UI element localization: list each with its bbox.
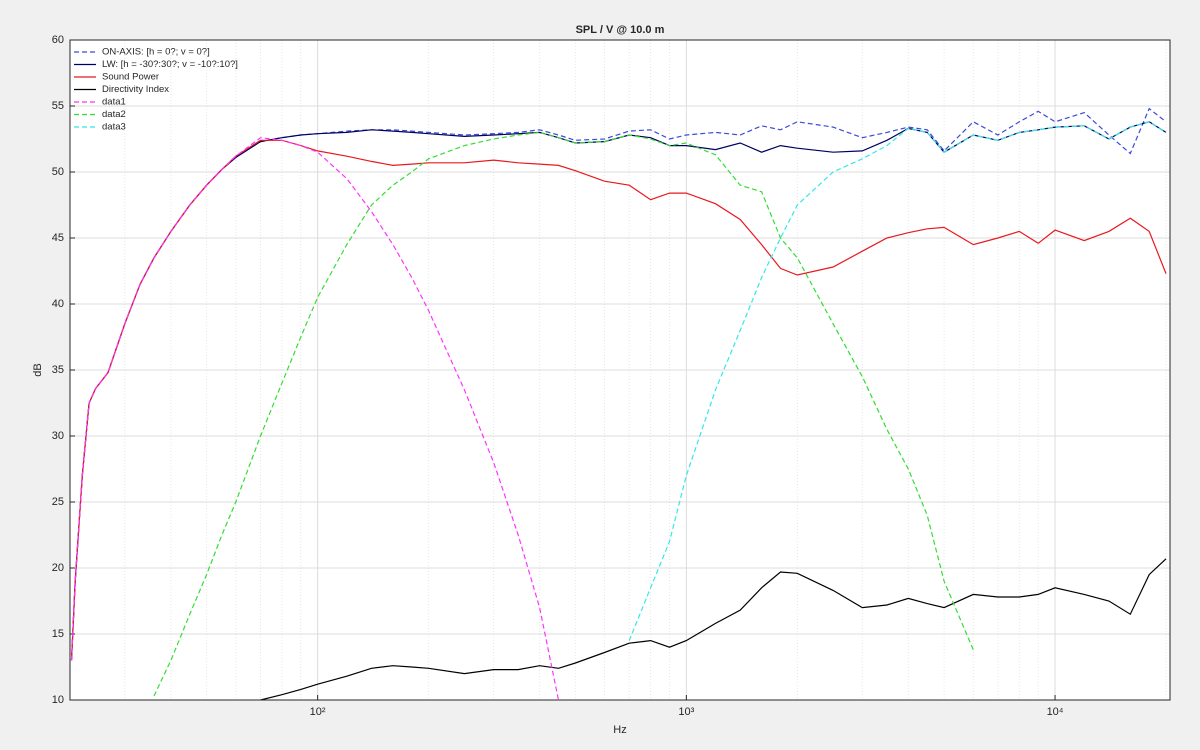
x-axis-label: Hz <box>613 724 626 736</box>
series-line <box>153 131 974 697</box>
y-tick-label: 30 <box>52 430 64 442</box>
series-line <box>70 137 560 700</box>
legend-label: Sound Power <box>102 72 159 83</box>
chart-title: SPL / V @ 10.0 m <box>576 24 665 36</box>
plot-frame <box>69 39 1171 701</box>
y-tick-label: 35 <box>52 364 64 376</box>
y-tick-label: 20 <box>52 562 64 574</box>
legend-label: data1 <box>102 97 126 108</box>
y-tick-label: 60 <box>52 34 64 46</box>
legend-label: ON-AXIS: [h = 0?; v = 0?] <box>102 47 210 58</box>
legend-label: Directivity Index <box>102 84 169 95</box>
y-tick-label: 50 <box>52 166 64 178</box>
legend-label: data3 <box>102 122 126 133</box>
y-tick-label: 15 <box>52 628 64 640</box>
series-line <box>260 558 1167 700</box>
y-tick-label: 25 <box>52 496 64 508</box>
y-tick-label: 45 <box>52 232 64 244</box>
legend: ON-AXIS: [h = 0?; v = 0?]LW: [h = -30?:3… <box>74 47 238 133</box>
x-tick-label: 10⁴ <box>1047 706 1064 718</box>
y-tick-label: 10 <box>52 694 64 706</box>
x-tick-label: 10³ <box>678 706 694 718</box>
y-axis-label: dB <box>32 363 44 376</box>
y-tick-label: 55 <box>52 100 64 112</box>
series-line <box>628 121 1167 641</box>
legend-label: data2 <box>102 109 126 120</box>
lines <box>70 107 1167 700</box>
legend-label: LW: [h = -30?:30?; v = -10?:10?] <box>102 59 238 70</box>
y-tick-label: 40 <box>52 298 64 310</box>
x-tick-label: 10² <box>310 706 326 718</box>
